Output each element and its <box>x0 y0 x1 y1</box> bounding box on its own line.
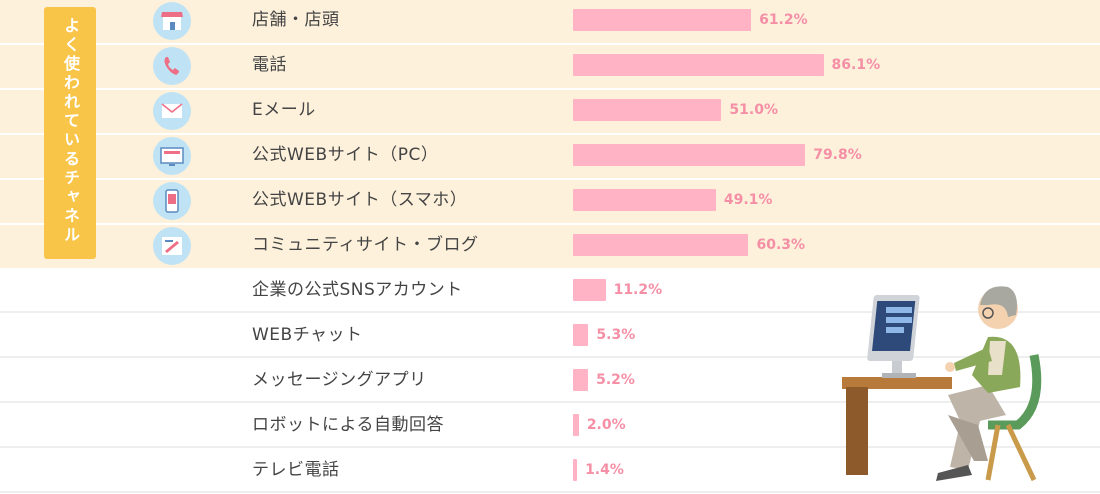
value-label: 5.3% <box>596 327 636 343</box>
value-label: 49.1% <box>723 192 773 208</box>
value-label: 11.2% <box>613 282 663 298</box>
category-label: Eメール <box>252 100 316 120</box>
chart-row: 電話 86.1% <box>0 45 1100 90</box>
chart-row: メッセージングアプリ 5.2% <box>0 360 1100 403</box>
chart-row: Eメール 51.0% <box>0 90 1100 135</box>
mail-icon <box>153 92 191 130</box>
bar <box>573 279 606 301</box>
value-label: 51.0% <box>729 102 778 118</box>
chart-row: 公式WEBサイト（PC） 79.8% <box>0 135 1100 180</box>
chart-row: 企業の公式SNSアカウント 11.2% <box>0 270 1100 313</box>
category-label: 電話 <box>252 55 287 75</box>
person-at-computer-illustration <box>842 286 1042 482</box>
bar <box>573 234 749 256</box>
tag-label: よく使われているチャネル <box>61 17 80 245</box>
bar <box>573 9 752 31</box>
value-label: 5.2% <box>596 372 635 388</box>
chart-row: ロボットによる自動回答 2.0% <box>0 405 1100 448</box>
category-label: 店舗・店頭 <box>252 10 340 30</box>
chart-row: テレビ電話 1.4% <box>0 450 1100 493</box>
bar <box>573 369 589 391</box>
chart-row: 公式WEBサイト（スマホ） 49.1% <box>0 180 1100 225</box>
frequently-used-channels-tag: よく使われているチャネル <box>44 7 96 259</box>
bar <box>573 189 716 211</box>
value-label: 79.8% <box>813 147 862 163</box>
category-label: WEBチャット <box>252 325 363 345</box>
bar <box>573 324 589 346</box>
bar <box>573 99 722 121</box>
value-label: 60.3% <box>756 237 806 253</box>
category-label: 公式WEBサイト（スマホ） <box>252 190 468 210</box>
value-label: 86.1% <box>831 57 881 73</box>
pc-monitor-icon <box>153 137 191 175</box>
value-label: 2.0% <box>586 417 626 433</box>
bar <box>573 144 806 166</box>
smartphone-icon <box>153 182 191 220</box>
category-label: コミュニティサイト・ブログ <box>252 235 479 255</box>
category-label: メッセージングアプリ <box>252 370 427 390</box>
chart-row: WEBチャット 5.3% <box>0 315 1100 358</box>
value-label: 1.4% <box>585 462 624 478</box>
value-label: 61.2% <box>759 12 808 28</box>
category-label: 公式WEBサイト（PC） <box>252 145 439 165</box>
blog-icon <box>153 227 191 265</box>
bar <box>573 459 578 481</box>
chart-row: 店舗・店頭 61.2% <box>0 0 1100 45</box>
chart-row: コミュニティサイト・ブログ 60.3% <box>0 225 1100 270</box>
category-label: 企業の公式SNSアカウント <box>252 280 463 300</box>
bar <box>573 54 824 76</box>
category-label: ロボットによる自動回答 <box>252 415 444 435</box>
bar <box>573 414 579 436</box>
phone-icon <box>153 47 191 85</box>
category-label: テレビ電話 <box>252 460 340 480</box>
store-icon <box>153 2 191 40</box>
